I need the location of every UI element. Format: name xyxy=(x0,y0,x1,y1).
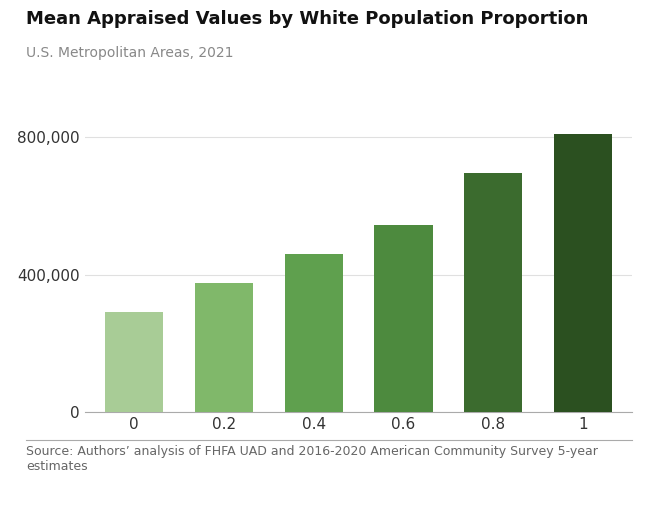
Text: Mean Appraised Values by White Population Proportion: Mean Appraised Values by White Populatio… xyxy=(26,10,589,28)
Bar xyxy=(374,225,433,412)
Text: U.S. Metropolitan Areas, 2021: U.S. Metropolitan Areas, 2021 xyxy=(26,46,233,60)
Bar xyxy=(195,283,253,412)
Text: Source: Authors’ analysis of FHFA UAD and 2016-2020 American Community Survey 5-: Source: Authors’ analysis of FHFA UAD an… xyxy=(26,445,598,473)
Bar xyxy=(284,254,343,412)
Bar xyxy=(464,174,522,412)
Bar xyxy=(554,134,612,412)
Bar xyxy=(105,313,163,412)
